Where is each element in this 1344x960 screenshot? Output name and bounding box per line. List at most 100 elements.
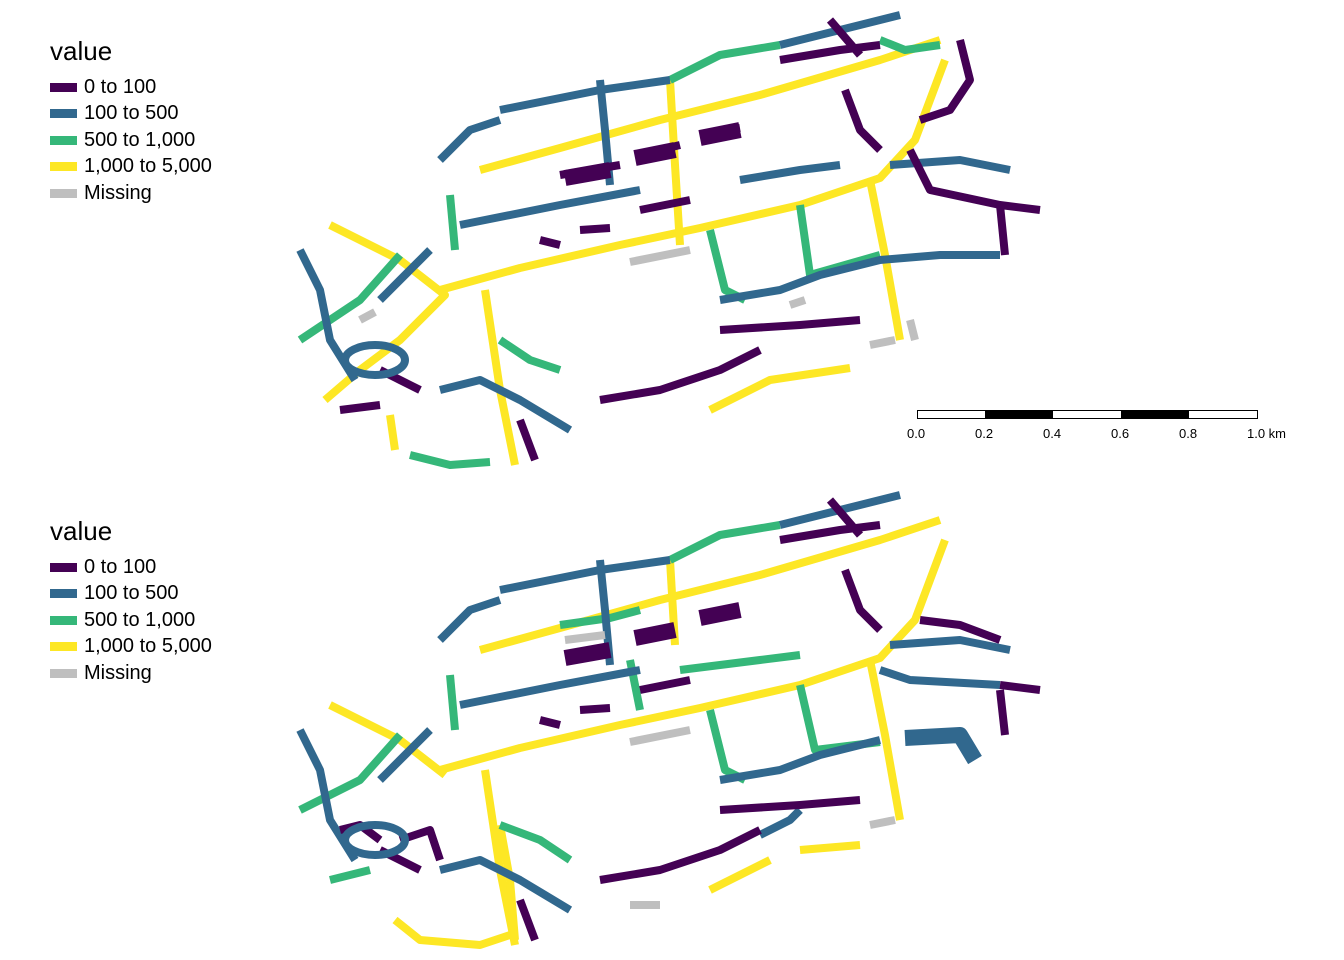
legend-item: 100 to 500 <box>50 101 212 128</box>
map-panel-top: value 0 to 100 100 to 500 500 to 1,000 1… <box>50 11 1305 469</box>
legend-item: 0 to 100 <box>50 74 212 101</box>
street-segment <box>446 194 459 251</box>
street-segment <box>708 841 861 894</box>
street-segment <box>341 341 409 379</box>
street-network-map <box>296 491 1041 949</box>
legend-swatch <box>50 668 77 678</box>
legend-swatch <box>50 615 77 625</box>
street-segment <box>629 246 691 266</box>
street-segment <box>779 491 901 529</box>
legend-swatch <box>50 642 77 652</box>
street-segment <box>392 916 512 949</box>
legend-item: 500 to 1,000 <box>50 127 212 154</box>
legend-item: Missing <box>50 660 212 687</box>
scale-bar-graphic <box>917 410 1258 419</box>
street-segment <box>996 204 1009 256</box>
street-segment <box>478 36 942 174</box>
legend-item: 100 to 500 <box>50 581 212 608</box>
street-segment <box>539 196 691 249</box>
street-segment <box>599 346 762 404</box>
street-segment <box>446 674 459 731</box>
legend-label: 500 to 1,000 <box>84 608 196 631</box>
street-segment <box>559 606 642 629</box>
street-segment <box>438 538 949 774</box>
legend-item: Missing <box>50 180 212 207</box>
street-network-map <box>296 11 1041 469</box>
street-segment <box>339 401 381 414</box>
street-segment <box>866 179 904 341</box>
street-segment <box>878 666 1001 689</box>
street-segment <box>719 316 861 334</box>
legend-item: 0 to 100 <box>50 554 212 581</box>
street-segment <box>999 681 1041 694</box>
street-segment <box>496 824 519 941</box>
street-segment <box>904 727 982 765</box>
street-segment <box>719 251 1000 304</box>
street-segment <box>498 821 573 864</box>
street-segment <box>918 39 974 124</box>
street-segment <box>437 116 502 163</box>
scale-bar: 0.0 0.2 0.4 0.6 0.8 1.0 km <box>905 408 1305 448</box>
legend-item: 1,000 to 5,000 <box>50 154 212 181</box>
legend-swatch <box>50 562 77 572</box>
scale-label: 0.2 <box>975 426 994 441</box>
street-segment <box>679 651 801 674</box>
street-segment <box>826 497 864 538</box>
street-segment <box>599 826 762 884</box>
street-segment <box>328 701 448 779</box>
street-segment <box>996 689 1009 736</box>
street-segment <box>878 36 941 54</box>
street-segment <box>516 898 539 942</box>
scale-label: 0.6 <box>1111 426 1130 441</box>
street-segment <box>889 156 1011 174</box>
street-segment <box>869 336 896 349</box>
street-segment <box>438 58 949 294</box>
legend-label: 0 to 100 <box>84 75 157 98</box>
legend-label: Missing <box>84 661 152 684</box>
street-segment <box>563 602 742 666</box>
street-segment <box>788 296 807 309</box>
street-segment <box>409 451 491 469</box>
street-segment <box>377 727 433 783</box>
street-segment <box>439 376 573 434</box>
street-segment <box>516 418 539 462</box>
street-segment <box>919 616 1002 644</box>
street-segment <box>329 866 371 884</box>
street-segment <box>719 796 861 814</box>
legend-label: 100 to 500 <box>84 582 179 605</box>
legend-swatch <box>50 109 77 119</box>
street-segment <box>779 521 881 544</box>
street-segment <box>866 659 904 821</box>
street-segment <box>437 596 502 643</box>
legend-swatch <box>50 135 77 145</box>
street-segment <box>668 41 781 84</box>
street-segment <box>706 229 747 304</box>
street-segment <box>377 247 433 303</box>
street-segment <box>906 319 919 341</box>
street-segment <box>739 161 841 184</box>
street-segment <box>758 807 803 839</box>
street-segment <box>629 726 691 746</box>
street-segment <box>459 186 641 229</box>
legend-title: value <box>50 516 113 546</box>
street-segment <box>297 252 403 344</box>
street-segment <box>889 636 1011 654</box>
legend-swatch <box>50 82 77 92</box>
street-segment <box>779 41 881 64</box>
legend-item: 500 to 1,000 <box>50 607 212 634</box>
legend-label: 1,000 to 5,000 <box>84 155 212 178</box>
street-segment <box>708 364 851 414</box>
street-segment <box>841 568 883 633</box>
street-segment <box>398 826 444 862</box>
legend-label: 1,000 to 5,000 <box>84 635 212 658</box>
street-segment <box>439 856 573 914</box>
street-segment <box>779 11 901 49</box>
street-segment <box>478 516 942 654</box>
street-segment <box>341 821 409 859</box>
street-segment <box>459 666 641 709</box>
scale-label: 1.0 km <box>1247 426 1287 441</box>
street-segment <box>358 308 377 324</box>
legend-swatch <box>50 589 77 599</box>
legend-title: value <box>50 36 113 66</box>
street-segment <box>563 122 742 186</box>
